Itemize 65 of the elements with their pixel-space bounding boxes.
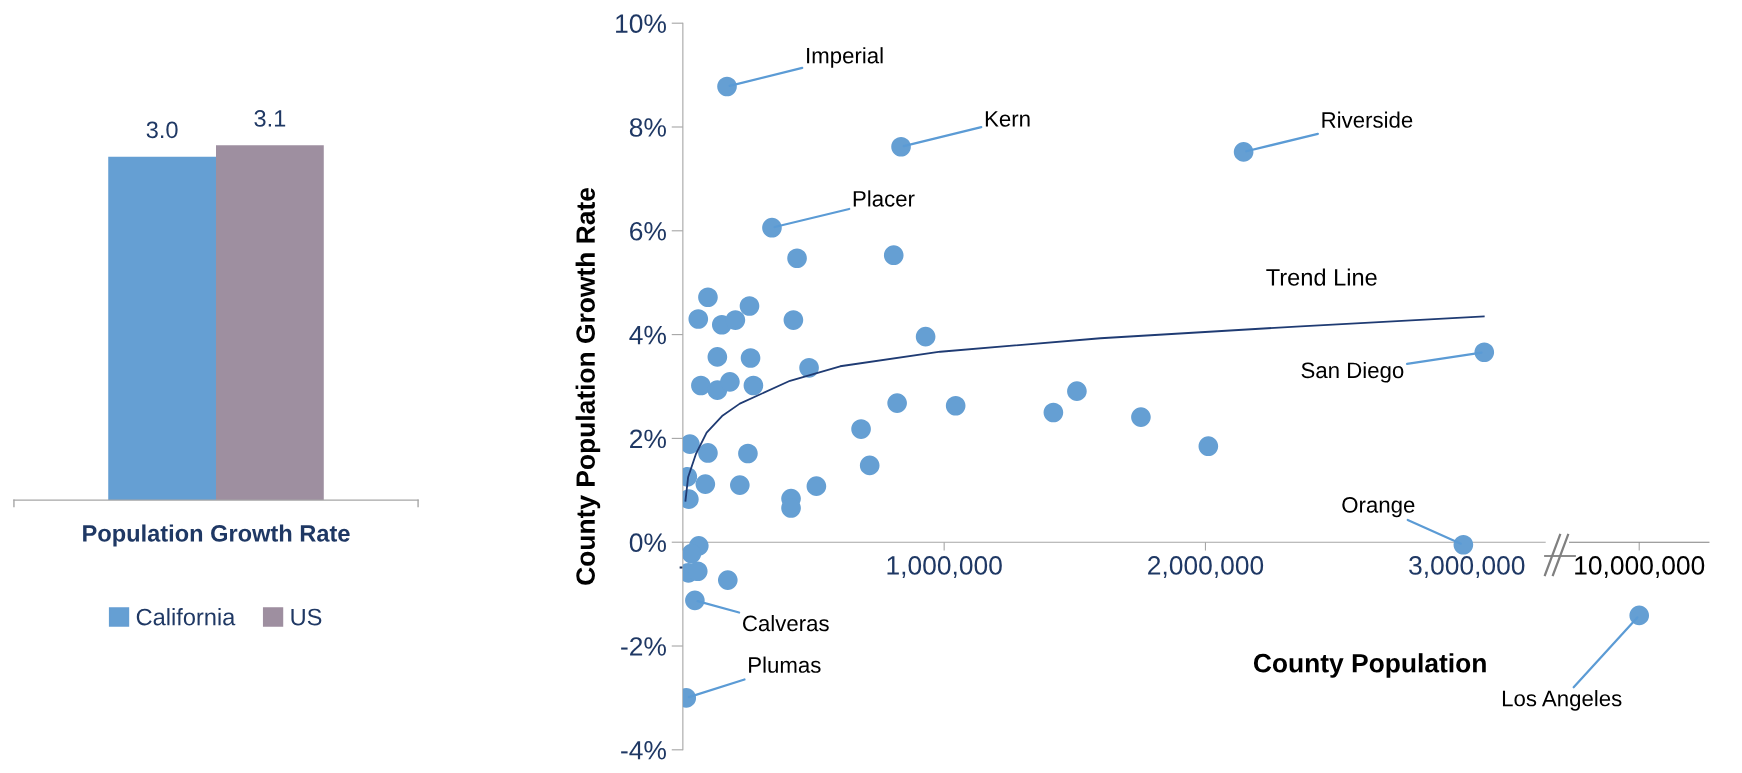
- point: [762, 217, 782, 238]
- point: [859, 455, 880, 476]
- annotation: Calveras: [743, 614, 829, 632]
- annotation: Plumas: [749, 656, 821, 673]
- point: [806, 476, 827, 496]
- point: [915, 326, 936, 347]
- point: [1067, 381, 1087, 401]
- point: [730, 475, 750, 495]
- y-tick-label: 6%: [630, 221, 666, 241]
- point: [887, 393, 907, 413]
- point: [725, 310, 746, 330]
- point: [695, 474, 716, 494]
- point: [685, 590, 705, 611]
- annotation: Los Angeles: [1502, 690, 1622, 711]
- annotation: Placer: [853, 190, 915, 207]
- point: [1198, 436, 1219, 457]
- point: [1453, 534, 1474, 555]
- y-tick-label: 2%: [630, 429, 666, 449]
- point: [682, 434, 700, 454]
- annotation: Imperial: [807, 47, 883, 68]
- annotation: Orange: [1342, 497, 1415, 518]
- y-tick-label: -4%: [621, 741, 666, 760]
- data-label: 3.0: [146, 121, 178, 139]
- point: [688, 309, 709, 329]
- point: [691, 375, 711, 396]
- annotation: Riverside: [1322, 111, 1413, 128]
- point: [851, 419, 871, 439]
- point: [682, 543, 702, 564]
- x-tick-label: 10,000,000: [1575, 556, 1705, 578]
- point: [1474, 342, 1495, 363]
- y-axis-title: County Population Growth Rate: [575, 188, 601, 585]
- x-axis-title: County Population: [1253, 653, 1486, 678]
- x-axis-title: Population Growth Rate: [83, 524, 350, 547]
- point: [717, 570, 738, 590]
- point: [740, 348, 761, 368]
- point: [891, 136, 911, 157]
- y-tick-label: 4%: [629, 325, 666, 345]
- point: [883, 245, 904, 266]
- point: [945, 395, 966, 416]
- point: [738, 443, 758, 464]
- point: [1233, 142, 1254, 162]
- annotation: Kern: [985, 111, 1030, 127]
- y-tick-label: 8%: [629, 118, 666, 137]
- x-tick-label: 2,000,000: [1148, 556, 1264, 578]
- x-tick-label: 3,000,000: [1409, 556, 1525, 578]
- point: [1043, 402, 1064, 423]
- point: [787, 248, 807, 269]
- point: [743, 375, 764, 396]
- data-label: 3.1: [254, 110, 286, 127]
- point: [698, 287, 718, 308]
- legend-label: US: [291, 608, 322, 626]
- annotation: San Diego: [1301, 361, 1404, 383]
- y-tick-label: 10%: [616, 14, 666, 34]
- x-tick-label: 1,000,000: [887, 556, 1002, 578]
- point: [707, 347, 728, 367]
- point: [720, 372, 740, 392]
- legend-label: California: [136, 608, 236, 626]
- point: [1131, 407, 1151, 427]
- point: [698, 443, 718, 463]
- point: [717, 76, 737, 97]
- point: [739, 296, 760, 316]
- y-tick-label: -2%: [621, 637, 666, 656]
- y-tick-label: 0%: [629, 533, 666, 553]
- series-label: Trend Line: [1266, 268, 1377, 286]
- point: [783, 310, 804, 330]
